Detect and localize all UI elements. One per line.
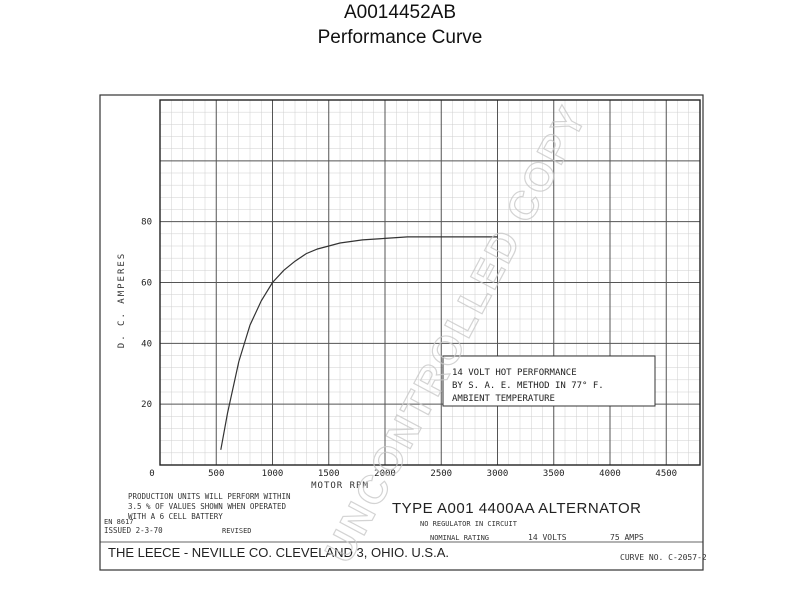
y-axis-label: D. C. AMPERES: [117, 252, 127, 348]
type-line: TYPE A001 4400AA ALTERNATOR: [392, 500, 641, 517]
y-tick-labels: 20 40 60 80: [141, 218, 152, 410]
company-line: THE LEECE - NEVILLE CO. CLEVELAND 3, OHI…: [108, 545, 449, 560]
production-note-line-1: PRODUCTION UNITS WILL PERFORM WITHIN: [128, 492, 291, 501]
revised-label: REVISED: [222, 527, 252, 535]
issued-date: ISSUED 2-3-70: [104, 526, 163, 535]
x-tick-label: 1500: [318, 469, 340, 479]
y-tick-label: 40: [141, 339, 152, 349]
curve-number: CURVE NO. C-2057-2: [620, 553, 707, 562]
nominal-rating-label: NOMINAL RATING: [430, 534, 489, 542]
nominal-volts: 14 VOLTS: [528, 533, 567, 542]
nominal-amps: 75 AMPS: [610, 533, 644, 542]
annotation-line-3: AMBIENT TEMPERATURE: [452, 394, 555, 404]
production-note-line-3: WITH A 6 CELL BATTERY: [128, 512, 223, 521]
plot-frame: [159, 99, 701, 466]
x-tick-label: 1000: [262, 469, 284, 479]
y-tick-label: 20: [141, 400, 152, 410]
page-subtitle: Performance Curve: [317, 27, 483, 48]
chart-sheet-border: [99, 94, 704, 571]
x-tick-label: 3000: [487, 469, 509, 479]
y-tick-label: 80: [141, 218, 152, 228]
production-note-line-2: 3.5 % OF VALUES SHOWN WHEN OPERATED: [128, 502, 287, 511]
annotation-box: [442, 355, 656, 407]
x-tick-label: 4500: [655, 469, 677, 479]
annotation-line-1: 14 VOLT HOT PERFORMANCE: [452, 368, 577, 378]
series-line-amperes: [220, 236, 498, 450]
x-tick-labels: 0 500 1000 1500 2000 2500 3000 3500 4000 4500: [149, 469, 677, 479]
x-tick-label: 500: [208, 469, 224, 479]
x-tick-label: 4000: [599, 469, 621, 479]
regulator-note: NO REGULATOR IN CIRCUIT: [420, 520, 518, 528]
annotation-line-2: BY S. A. E. METHOD IN 77° F.: [452, 381, 604, 391]
x-tick-label: 2500: [430, 469, 452, 479]
en-number: EN 8617: [104, 518, 134, 526]
x-tick-label: 0: [149, 469, 154, 479]
x-axis-label: MOTOR RPM: [311, 481, 369, 491]
x-tick-label: 3500: [543, 469, 565, 479]
page-title: A0014452AB: [344, 2, 456, 23]
x-tick-label: 2000: [374, 469, 396, 479]
y-tick-label: 60: [141, 279, 152, 289]
